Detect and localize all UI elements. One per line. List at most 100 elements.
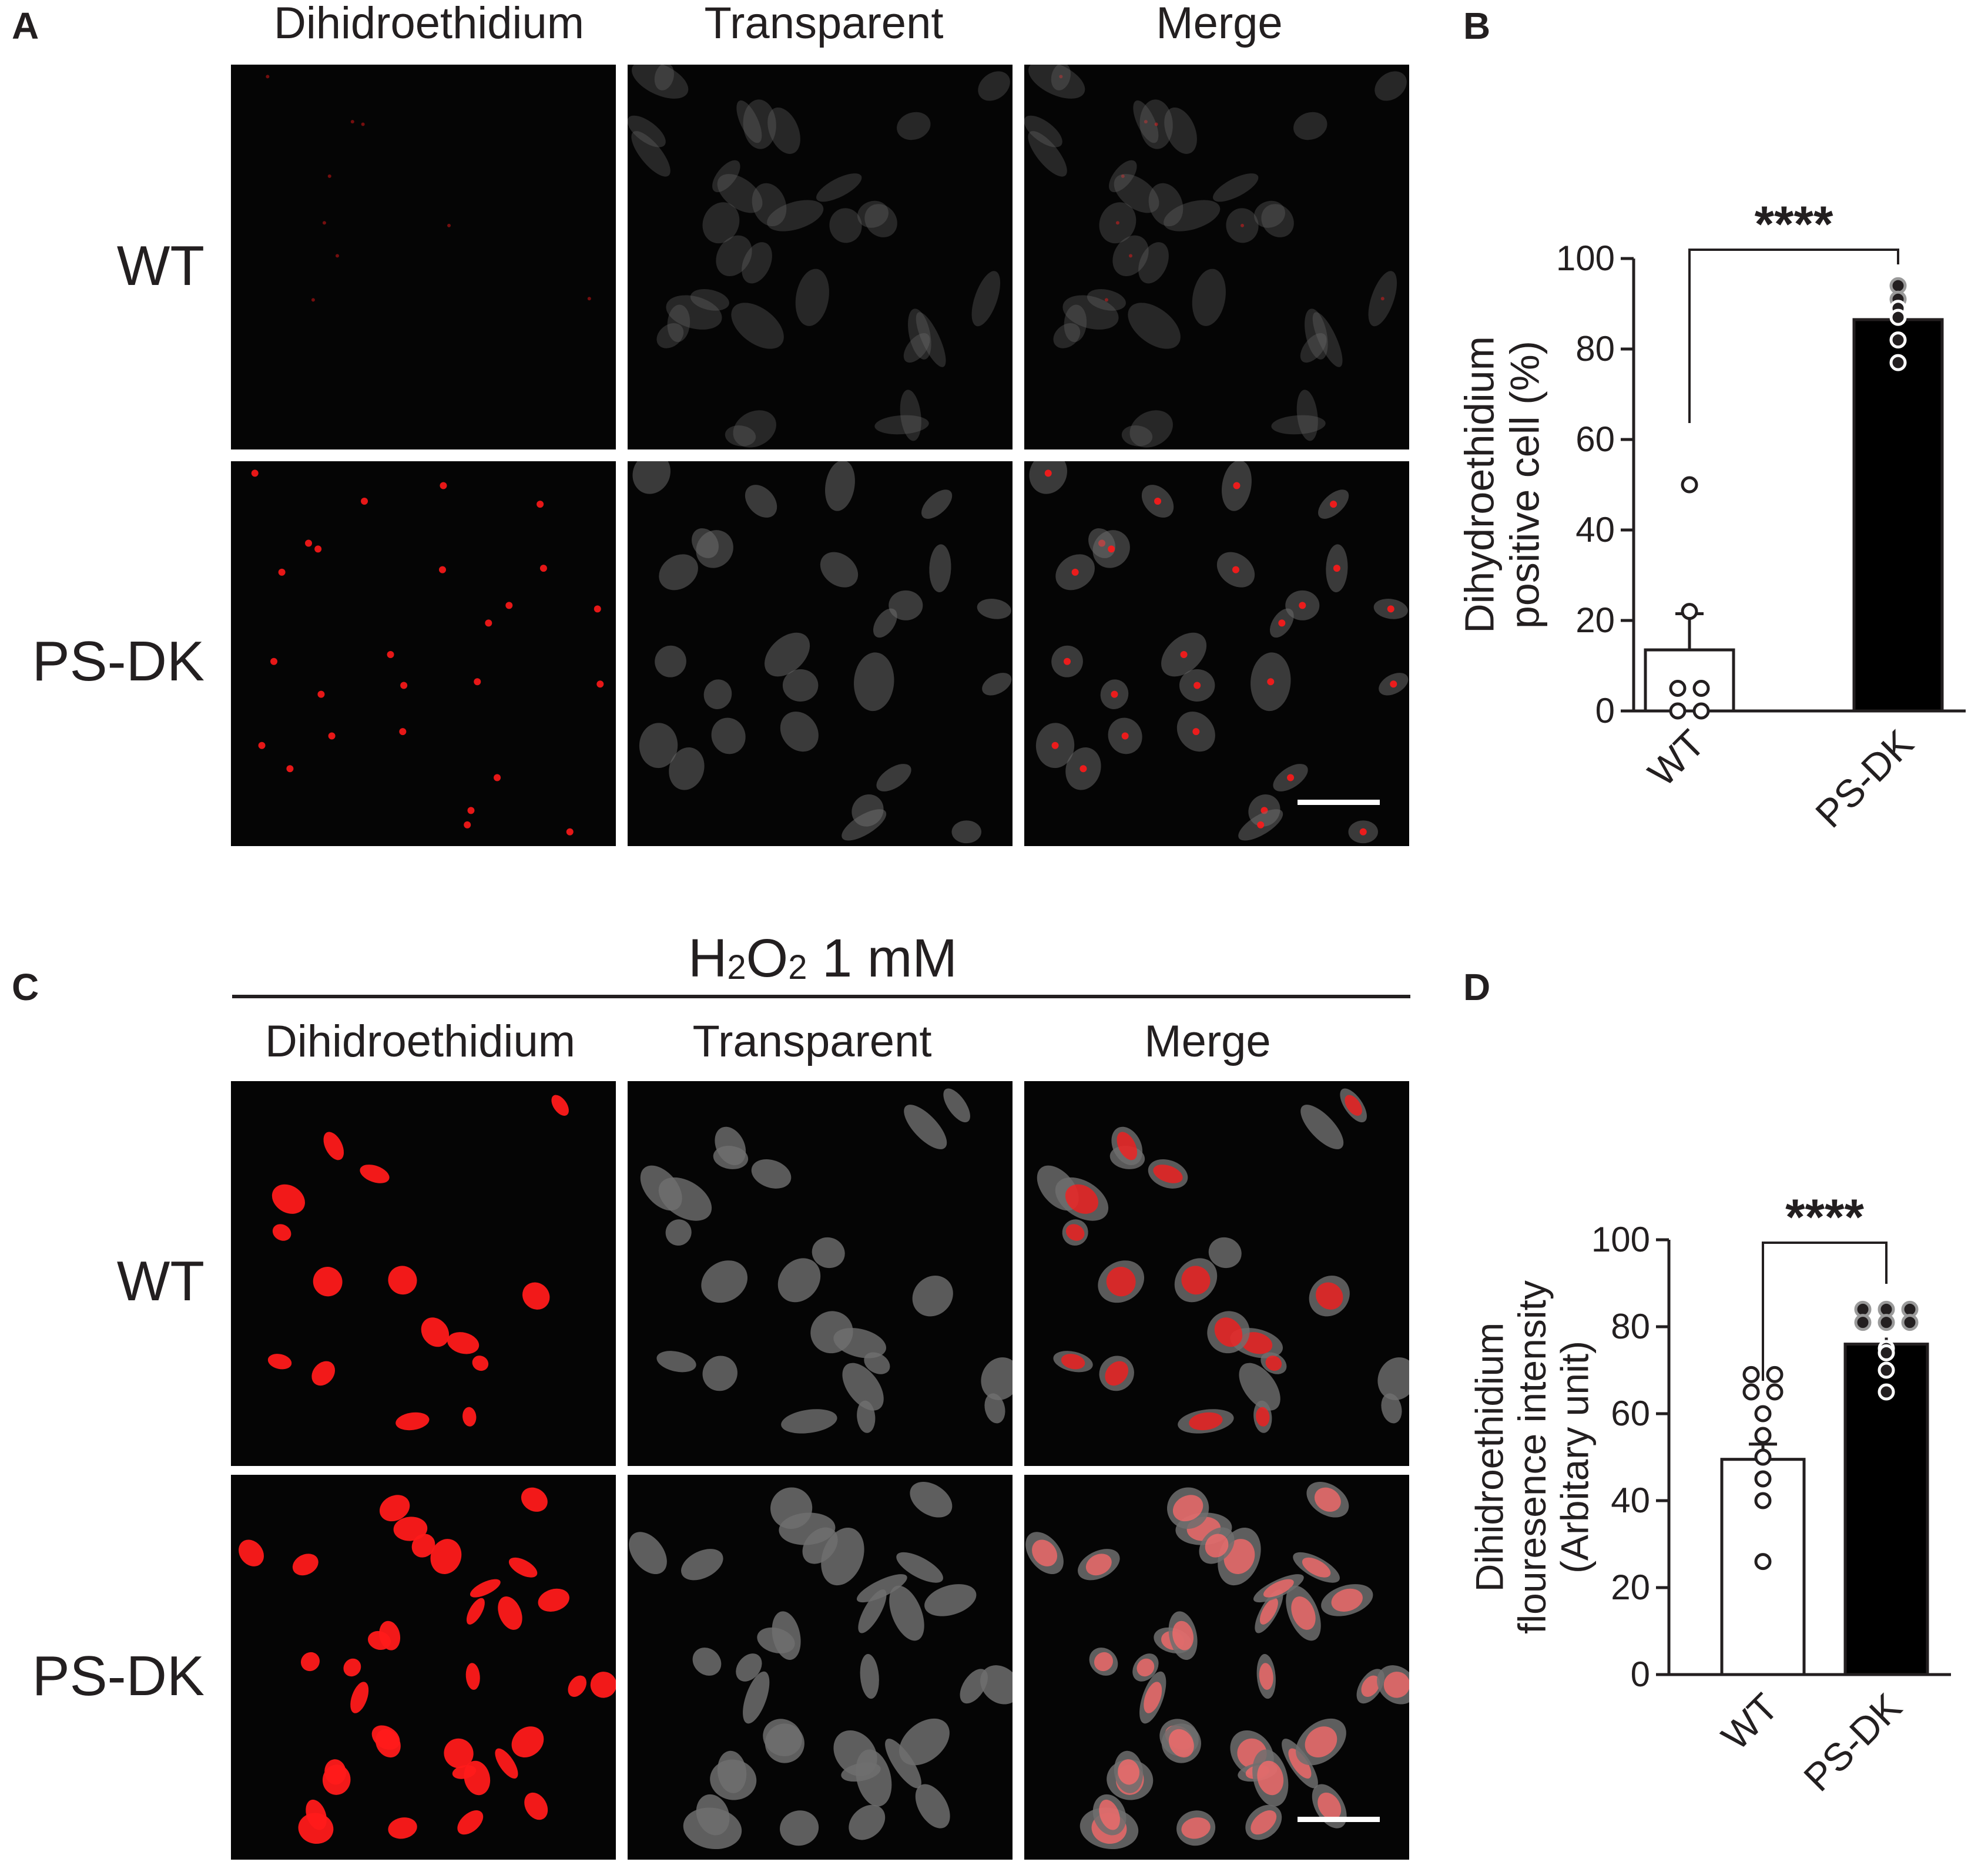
- dhe-signal: [568, 1675, 587, 1697]
- cell-shape: [1114, 174, 1159, 213]
- dhe-signal: [1121, 174, 1125, 178]
- cell-shape: [654, 65, 674, 90]
- cell-shape: [1239, 1363, 1280, 1411]
- panel-c-scale-bar: [1298, 1817, 1380, 1822]
- cell-shape: [1271, 415, 1326, 435]
- cell-shape: [765, 1723, 804, 1763]
- dhe-signal: [594, 605, 601, 613]
- cell-shape: [1305, 308, 1328, 360]
- dhe-signal: [286, 765, 294, 773]
- dhe-signal: [1154, 122, 1158, 126]
- cell-shape: [717, 174, 763, 213]
- condition-sub1: 2: [727, 948, 746, 987]
- data-point: [1878, 1344, 1895, 1361]
- panel-d-bar-chart: 0 20 40 60 80 100 Dihidroethidiumflouresence i…: [1467, 1193, 1951, 1800]
- cell-shape: [1109, 160, 1137, 193]
- cell-shape: [842, 809, 887, 841]
- panel-c-wt-merge: [1024, 1081, 1409, 1466]
- dhe-signal: [327, 174, 331, 178]
- cell-shape: [857, 1400, 876, 1433]
- dhe-signal: [305, 539, 313, 547]
- dhe-signal: [1137, 1658, 1155, 1677]
- cell-shape: [900, 390, 921, 441]
- data-point: [1889, 277, 1907, 294]
- cell-shape: [655, 645, 686, 677]
- cell-shape: [874, 415, 929, 435]
- y-tick-label: 20: [1575, 600, 1615, 640]
- cell-shape: [702, 1356, 737, 1391]
- cell-shape: [743, 99, 776, 149]
- cell-shape: [908, 308, 931, 360]
- dhe-signal: [292, 1554, 319, 1576]
- cell-shape: [725, 425, 756, 447]
- dhe-signal: [466, 1598, 485, 1625]
- dhe-signal: [1265, 1356, 1282, 1371]
- panel-c-letter: C: [12, 966, 39, 1008]
- dhe-signal: [266, 75, 270, 79]
- dhe-signal: [1331, 1588, 1363, 1612]
- panel-d-letter: D: [1463, 966, 1491, 1008]
- dhe-signal: [399, 728, 407, 736]
- dhe-signal: [1181, 1266, 1211, 1295]
- dhe-signal: [306, 1799, 327, 1830]
- data-point: [1692, 680, 1710, 697]
- data-point: [1754, 1448, 1772, 1466]
- x-tick-label: WT: [1640, 722, 1713, 795]
- dhe-signal: [521, 1487, 548, 1512]
- cell-shape: [849, 1804, 886, 1840]
- y-axis-label: Dihidroethidiumflouresence intensity(Arb…: [1467, 1280, 1596, 1634]
- cell-shape: [1028, 65, 1085, 99]
- dhe-signal: [393, 1517, 428, 1541]
- panel-a-psdk-merge: [1024, 461, 1409, 846]
- cell-shape: [982, 673, 1012, 696]
- cell-shape: [889, 1585, 924, 1641]
- dhe-signal: [440, 482, 447, 489]
- cell-shape: [1374, 71, 1407, 101]
- cell-shape: [702, 202, 740, 244]
- dhe-signal: [400, 682, 408, 689]
- dhe-signal: [470, 1579, 501, 1598]
- cell-shape: [885, 1739, 921, 1789]
- dhe-signal: [1299, 602, 1306, 609]
- panel-c-psdk-merge: [1024, 1475, 1409, 1860]
- data-point: [1681, 476, 1698, 494]
- cell-shape: [924, 1584, 977, 1616]
- cell-shape: [825, 461, 855, 511]
- dhe-signal: [537, 501, 544, 508]
- dhe-signal: [1061, 1354, 1085, 1370]
- dhe-signal: [375, 1729, 401, 1758]
- significance-bracket: [1762, 1242, 1888, 1381]
- cell-shape: [1128, 303, 1181, 349]
- dhe-signal: [474, 678, 481, 686]
- data-point: [1889, 354, 1907, 371]
- dhe-signal: [350, 120, 354, 124]
- cell-shape: [1121, 425, 1153, 447]
- data-point: [1669, 702, 1687, 720]
- cell-shape: [1261, 204, 1294, 237]
- dhe-signal: [1259, 1598, 1278, 1625]
- cell-shape: [1051, 65, 1071, 90]
- dhe-signal: [1121, 732, 1129, 740]
- cell-shape: [782, 669, 819, 702]
- data-point: [1889, 308, 1907, 326]
- data-point: [1742, 1383, 1760, 1401]
- dhe-signal: [447, 223, 451, 227]
- cell-shape: [1213, 173, 1259, 202]
- cell-shape: [632, 65, 689, 99]
- dhe-signal: [498, 1596, 522, 1630]
- dhe-signal: [538, 1588, 569, 1612]
- dhe-signal: [1257, 821, 1265, 828]
- dhe-signal: [1094, 1652, 1113, 1672]
- y-tick-label: 20: [1611, 1568, 1650, 1607]
- cell-shape: [767, 200, 824, 232]
- dhe-signal: [1051, 742, 1059, 749]
- dhe-signal: [467, 807, 475, 814]
- dhe-signal: [1257, 1760, 1284, 1796]
- cell-shape: [980, 1665, 1013, 1705]
- panel-c-col-merge: Merge: [1144, 1016, 1271, 1066]
- dhe-signal: [1390, 680, 1397, 688]
- cell-shape: [736, 100, 762, 143]
- data-point: [1878, 1361, 1895, 1379]
- condition-rest: 1 mM: [807, 928, 958, 988]
- dhe-signal: [551, 1095, 569, 1116]
